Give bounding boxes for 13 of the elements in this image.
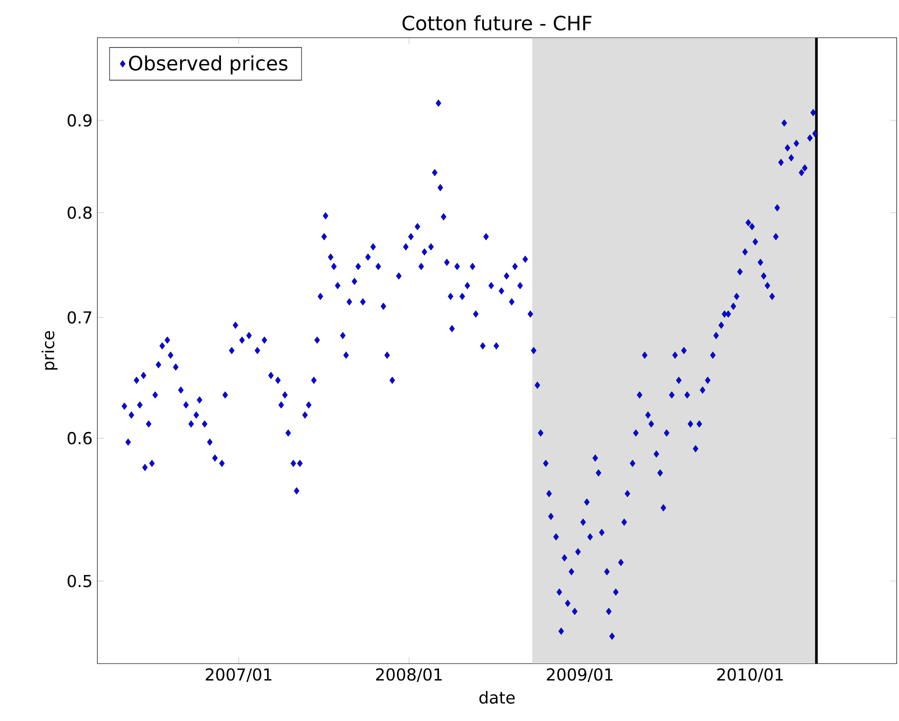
legend-label: Observed prices [128, 55, 288, 75]
y-tick-label: 0.9 [68, 114, 92, 127]
y-tick-label: 0.5 [68, 574, 92, 588]
y-tick-label: 0.8 [68, 206, 92, 219]
y-tick-label: 0.6 [68, 432, 92, 444]
chart-title: Cotton future - CHF [402, 15, 592, 31]
x-tick-label: 2008/01 [376, 668, 442, 682]
x-tick-label: 2007/01 [206, 668, 272, 682]
x-axis-title: date [479, 691, 515, 704]
x-tick-label: 2010/01 [717, 668, 783, 682]
y-tick-label: 0.7 [68, 311, 92, 324]
x-tick-label: 2009/01 [546, 668, 612, 682]
y-axis-title: price [42, 331, 58, 370]
